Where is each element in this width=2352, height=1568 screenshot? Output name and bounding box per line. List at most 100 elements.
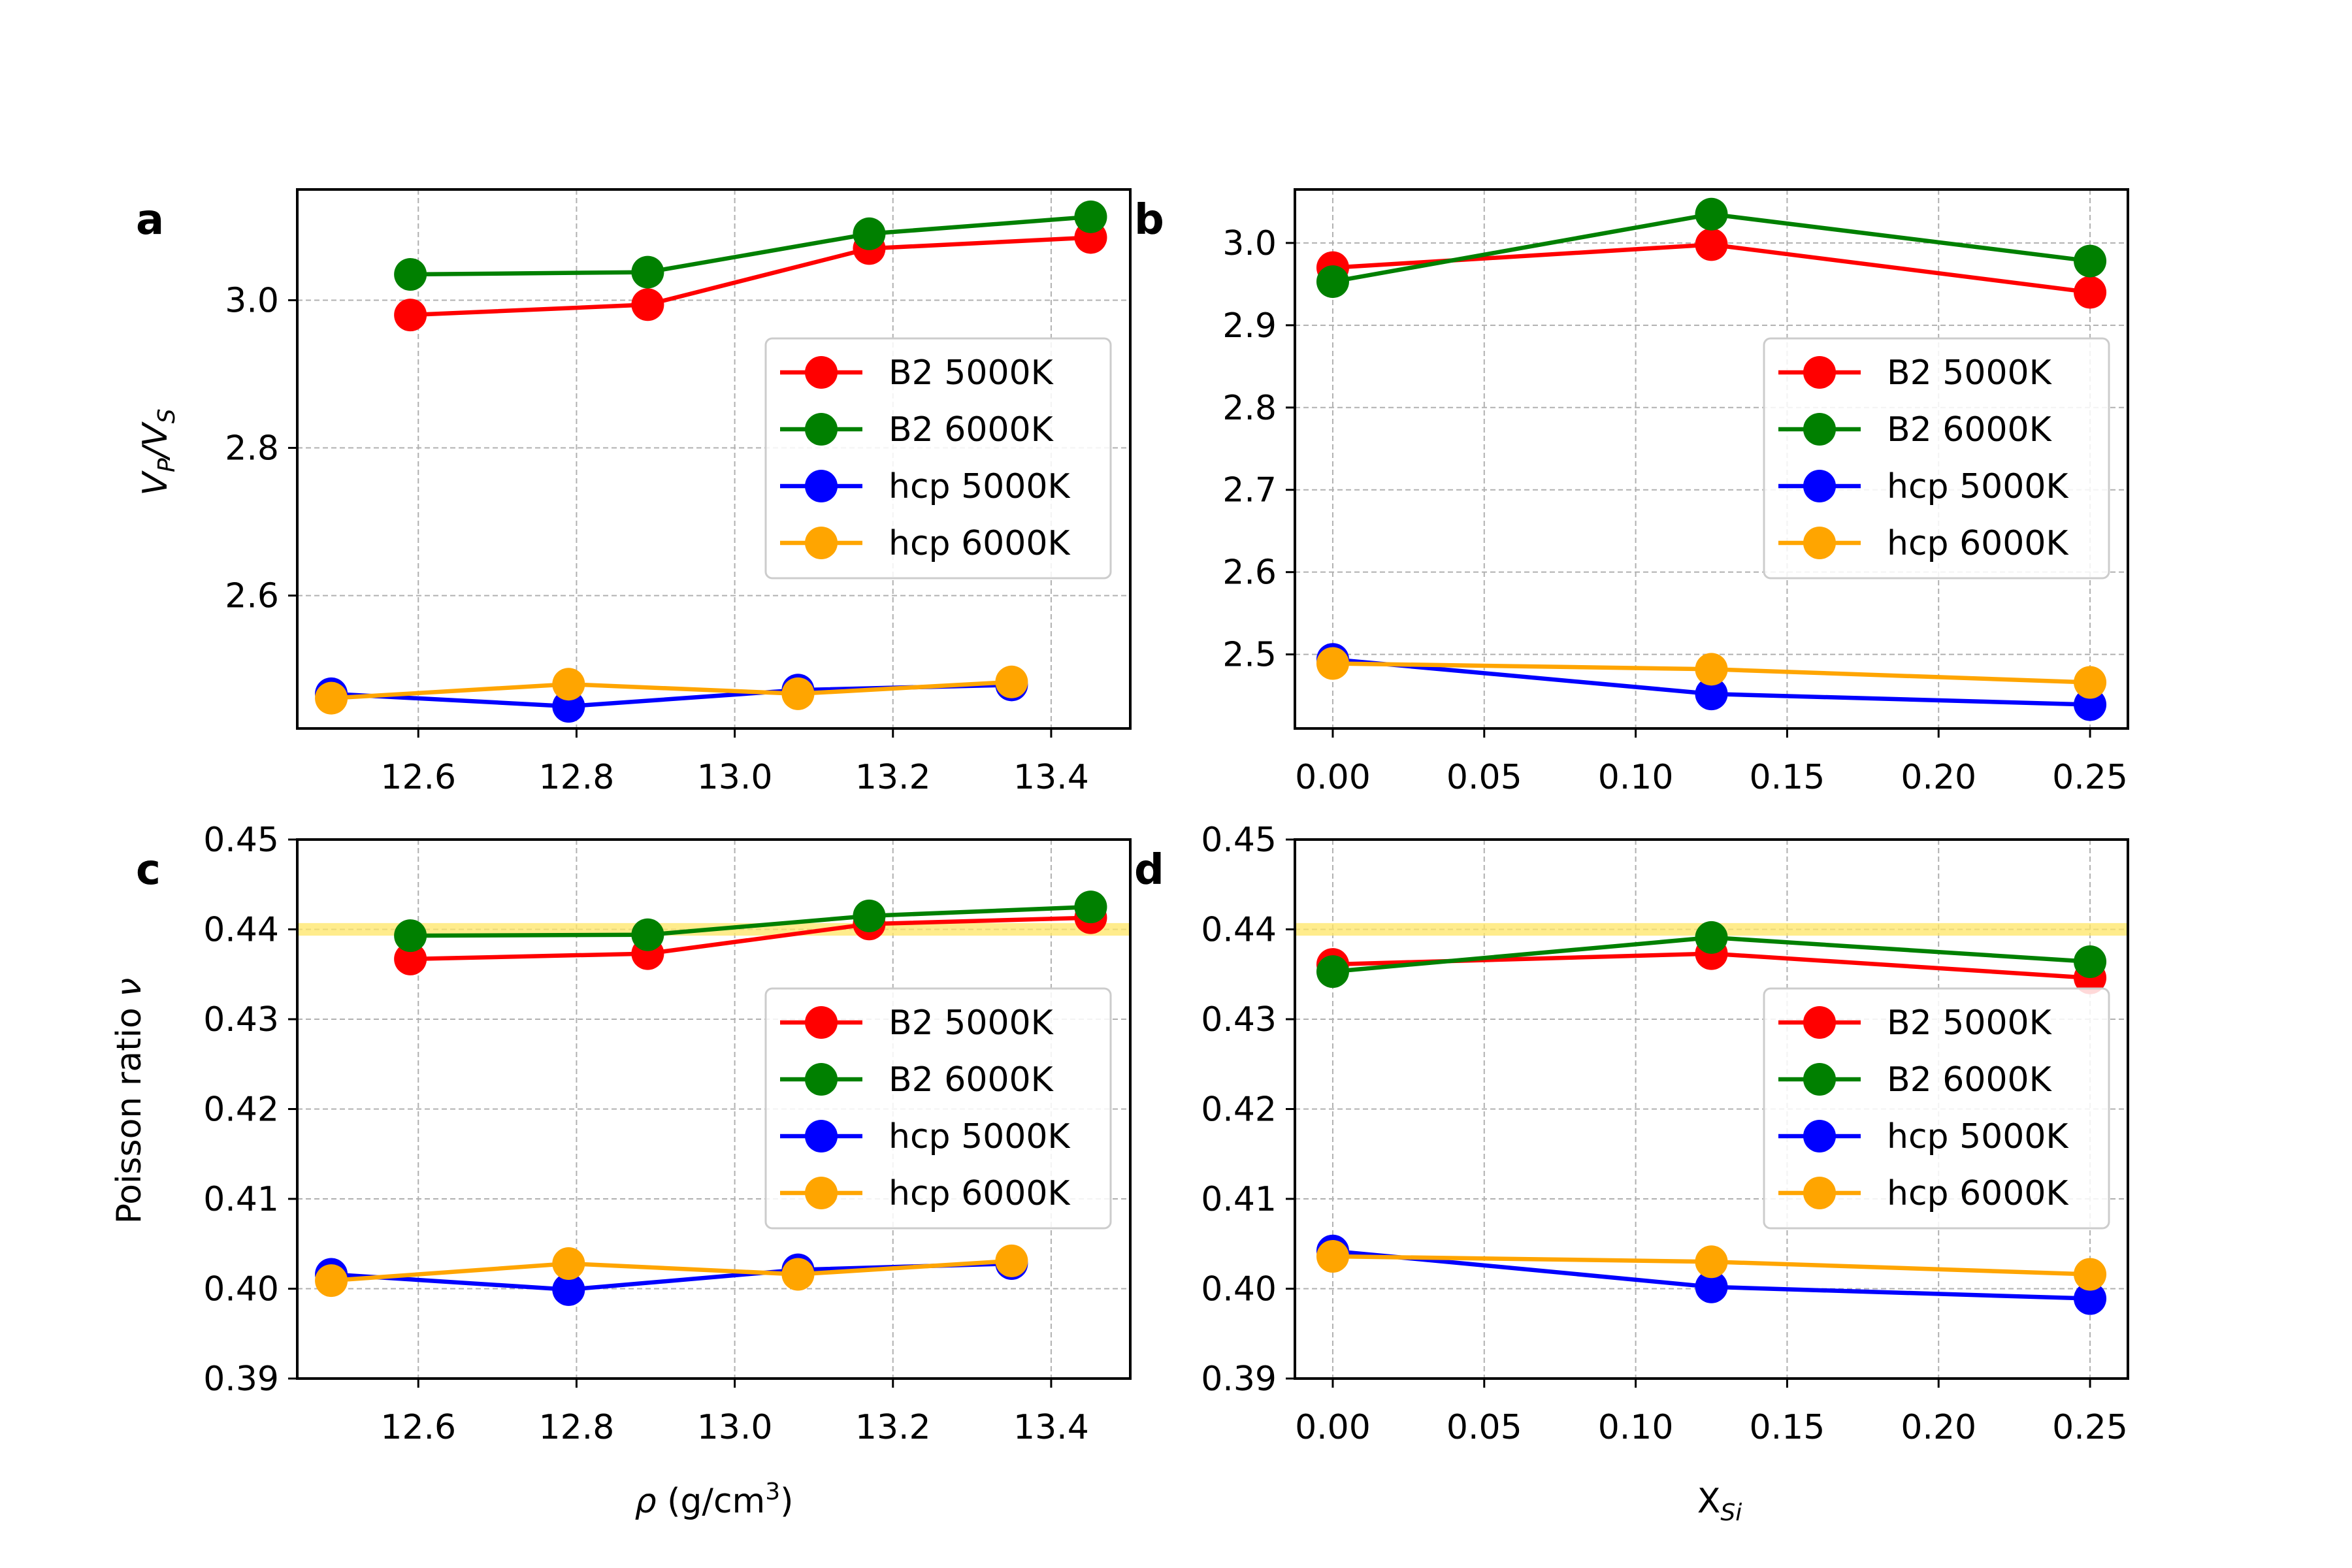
legend-label-d-hcp-6000k: hcp 6000K bbox=[1887, 1174, 2069, 1213]
y-axis-label-a: VP/VS bbox=[136, 408, 180, 495]
data-point-a-hcp-6000k-2 bbox=[781, 677, 815, 710]
x-tick-label-b-5: 0.25 bbox=[2052, 758, 2128, 797]
data-point-b-hcp-6000k-2 bbox=[2074, 666, 2107, 699]
data-point-a-hcp-6000k-0 bbox=[315, 681, 348, 715]
x-tick-label-b-4: 0.20 bbox=[1901, 758, 1976, 797]
series-line-c-b2-6000k bbox=[410, 904, 1091, 938]
data-point-b-b2-6000k-0 bbox=[1316, 265, 1349, 299]
data-point-d-hcp-6000k-1 bbox=[1695, 1245, 1728, 1279]
data-point-a-b2-6000k-2 bbox=[853, 217, 886, 250]
data-point-c-hcp-6000k-1 bbox=[552, 1247, 585, 1280]
data-point-c-b2-6000k-1 bbox=[631, 918, 664, 951]
x-tick-label-b-1: 0.05 bbox=[1446, 758, 1522, 797]
x-axis-label-b-d: XSi bbox=[1697, 1482, 1742, 1526]
y-tick-label-c-4: 0.43 bbox=[203, 1000, 279, 1039]
series-line-a-b2-6000k bbox=[410, 214, 1091, 277]
y-tick-label-a-1: 2.8 bbox=[225, 429, 279, 468]
x-tick-label-a-0: 12.6 bbox=[380, 758, 456, 797]
x-tick-label-a-1: 12.8 bbox=[539, 758, 615, 797]
legend-marker-c-hcp-5000k bbox=[805, 1120, 838, 1152]
y-tick-label-d-2: 0.41 bbox=[1201, 1180, 1277, 1219]
legend-marker-b-b2-5000k bbox=[1803, 356, 1836, 389]
legend-label-d-b2-5000k: B2 5000K bbox=[1887, 1004, 2053, 1043]
legend-marker-c-b2-6000k bbox=[805, 1063, 838, 1096]
axes-frame-a bbox=[296, 188, 1132, 730]
legend-label-c-hcp-5000k: hcp 5000K bbox=[889, 1117, 1071, 1156]
series-group-b bbox=[1316, 197, 2107, 721]
data-point-b-hcp-5000k-1 bbox=[1695, 678, 1728, 711]
data-point-b-hcp-6000k-0 bbox=[1316, 647, 1349, 680]
legend-label-c-hcp-6000k: hcp 6000K bbox=[889, 1174, 1071, 1213]
y-tick-label-c-1: 0.40 bbox=[203, 1270, 279, 1309]
data-point-b-b2-5000k-1 bbox=[1695, 228, 1728, 261]
series-group-a bbox=[315, 200, 1107, 723]
y-tick-label-c-5: 0.44 bbox=[203, 911, 279, 950]
data-point-c-b2-6000k-0 bbox=[394, 919, 427, 953]
legend-label-b-b2-6000k: B2 6000K bbox=[1887, 410, 2053, 449]
panel-d: 0.00 0.05 0.10 0.15 0.20 0.25 0.39 0.40 0.41 0.42… bbox=[1201, 821, 2129, 1447]
data-point-b-b2-6000k-2 bbox=[2074, 244, 2107, 278]
y-tick-label-b-1: 2.6 bbox=[1222, 553, 1277, 593]
legend-label-d-hcp-5000k: hcp 5000K bbox=[1887, 1117, 2069, 1156]
legend-label-a-hcp-5000k: hcp 5000K bbox=[889, 467, 1071, 506]
legend-d: B2 5000K B2 6000K hcp 5000K hcp 6000K bbox=[1763, 987, 2110, 1230]
x-tick-label-d-2: 0.10 bbox=[1598, 1408, 1674, 1447]
y-tick-label-d-5: 0.44 bbox=[1201, 911, 1277, 950]
legend-c: B2 5000K B2 6000K hcp 5000K hcp 6000K bbox=[764, 987, 1112, 1230]
series-line-a-b2-5000k bbox=[410, 235, 1091, 318]
legend-marker-d-hcp-6000k bbox=[1803, 1177, 1836, 1209]
y-tick-label-a-2: 3.0 bbox=[225, 282, 279, 321]
x-tick-label-b-2: 0.10 bbox=[1598, 758, 1674, 797]
x-tick-label-d-5: 0.25 bbox=[2052, 1408, 2128, 1447]
data-point-a-b2-6000k-0 bbox=[394, 257, 427, 291]
legend-marker-d-b2-6000k bbox=[1803, 1063, 1836, 1096]
legend-b: B2 5000K B2 6000K hcp 5000K hcp 6000K bbox=[1763, 337, 2110, 580]
data-point-c-hcp-6000k-0 bbox=[315, 1264, 348, 1298]
y-tick-label-a-0: 2.6 bbox=[225, 577, 279, 616]
legend-marker-c-hcp-6000k bbox=[805, 1177, 838, 1209]
legend-label-a-b2-5000k: B2 5000K bbox=[889, 353, 1054, 393]
y-tick-label-d-6: 0.45 bbox=[1201, 821, 1277, 860]
panel-label-d: d bbox=[1134, 846, 1164, 894]
x-tick-label-a-3: 13.2 bbox=[855, 758, 931, 797]
series-line-a-hcp-6000k bbox=[331, 679, 1012, 700]
panel-b: 0.00 0.05 0.10 0.15 0.20 0.25 2.5 2.6 2.7 2.8 2.9 3… bbox=[1222, 188, 2129, 797]
data-point-c-b2-6000k-3 bbox=[1074, 890, 1107, 924]
legend-marker-a-b2-5000k bbox=[805, 356, 838, 389]
legend-label-b-hcp-6000k: hcp 6000K bbox=[1887, 524, 2069, 563]
x-tick-label-c-3: 13.2 bbox=[855, 1408, 931, 1447]
data-point-d-hcp-5000k-1 bbox=[1695, 1270, 1728, 1303]
panel-c: 12.6 12.8 13.0 13.2 13.4 0.39 0.40 0.41 0.42 0.43… bbox=[203, 821, 1132, 1447]
y-tick-label-d-4: 0.43 bbox=[1201, 1000, 1277, 1039]
y-tick-label-b-3: 2.8 bbox=[1222, 389, 1277, 428]
data-point-d-b2-6000k-2 bbox=[2074, 945, 2107, 978]
panel-label-b: b bbox=[1134, 196, 1164, 244]
data-point-c-b2-6000k-2 bbox=[853, 899, 886, 932]
legend-label-c-b2-6000k: B2 6000K bbox=[889, 1060, 1054, 1100]
legend-label-d-b2-6000k: B2 6000K bbox=[1887, 1060, 2053, 1100]
legend-label-a-hcp-6000k: hcp 6000K bbox=[889, 524, 1071, 563]
legend-label-b-hcp-5000k: hcp 5000K bbox=[1887, 467, 2069, 506]
legend-marker-b-b2-6000k bbox=[1803, 413, 1836, 446]
y-tick-label-d-3: 0.42 bbox=[1201, 1090, 1277, 1130]
legend-marker-a-b2-6000k bbox=[805, 413, 838, 446]
x-tick-label-d-0: 0.00 bbox=[1295, 1408, 1371, 1447]
y-tick-label-b-2: 2.7 bbox=[1222, 471, 1277, 510]
data-point-a-b2-5000k-1 bbox=[631, 288, 664, 321]
legend-marker-d-hcp-5000k bbox=[1803, 1120, 1836, 1152]
legend-marker-a-hcp-6000k bbox=[805, 527, 838, 559]
x-tick-label-c-4: 13.4 bbox=[1013, 1408, 1089, 1447]
y-axis-label-c: Poisson ratio ν bbox=[110, 978, 149, 1224]
legend-box-c bbox=[764, 987, 1112, 1230]
panel-label-a: a bbox=[136, 196, 164, 244]
plots-group: 12.6 12.8 13.0 13.2 13.42.62.83.0B2 5000KB2 … bbox=[203, 188, 2129, 1447]
panel-label-c: c bbox=[136, 846, 161, 894]
x-tick-label-c-1: 12.8 bbox=[539, 1408, 615, 1447]
x-tick-label-b-0: 0.00 bbox=[1295, 758, 1371, 797]
legend-box-b bbox=[1763, 337, 2110, 580]
data-point-c-hcp-6000k-2 bbox=[781, 1258, 815, 1291]
series-line-c-hcp-6000k bbox=[331, 1258, 1012, 1283]
series-group-d bbox=[1316, 921, 2107, 1315]
legend-marker-c-b2-5000k bbox=[805, 1006, 838, 1039]
